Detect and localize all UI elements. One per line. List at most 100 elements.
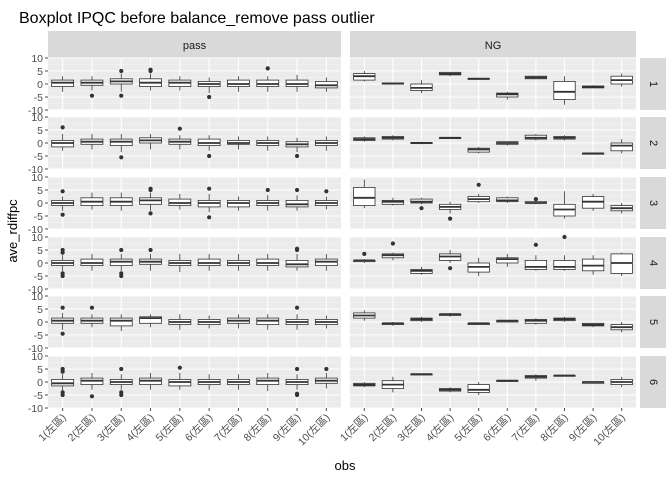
boxplot-ng-row3-obs3 — [410, 197, 433, 211]
x-tick-label: 2(左區) — [65, 411, 98, 444]
boxplot-pass-row1-obs10 — [314, 77, 338, 92]
row-strip-3 — [640, 177, 666, 229]
boxplot-ng-row1-obs7 — [524, 75, 548, 80]
boxplot-ng-row3-obs1 — [353, 179, 376, 209]
y-tick-label: 5 — [37, 304, 43, 316]
y-tick-label: 10 — [31, 172, 43, 184]
outlier-point — [119, 366, 124, 372]
boxplot-pass-row5-obs3 — [109, 314, 133, 332]
row-strip-4 — [640, 237, 666, 289]
outlier-point — [265, 66, 270, 71]
box-iqr — [467, 384, 490, 393]
outlier-point — [265, 187, 270, 193]
x-tick-label: 6(左區) — [182, 411, 215, 444]
outlier-point — [119, 68, 124, 74]
boxplot-ng-row6-obs5 — [467, 382, 490, 395]
y-tick-label: -10 — [28, 343, 43, 355]
boxplot-pass-row5-obs6 — [197, 315, 221, 329]
outlier-point — [476, 182, 481, 187]
boxplot-ng-row1-obs2 — [381, 82, 405, 85]
boxplot-pass-row3-obs4 — [139, 186, 162, 216]
boxplot-pass-row3-obs6 — [197, 186, 221, 220]
x-tick-label: 4(左區) — [124, 411, 157, 444]
x-tick-label: 3(左區) — [94, 411, 127, 444]
boxplot-ng-row1-obs6 — [496, 91, 519, 100]
boxplot-ng-row5-obs10 — [610, 322, 633, 333]
boxplot-ng-row4-obs2 — [381, 241, 405, 261]
outlier-point — [294, 366, 300, 372]
boxplot-pass-row6-obs6 — [197, 374, 221, 390]
boxplot-pass-row4-obs3 — [109, 247, 133, 279]
boxplot-pass-row1-obs6 — [197, 77, 221, 100]
boxplot-ng-row2-obs6 — [496, 141, 519, 146]
boxplot-pass-row2-obs5 — [168, 126, 192, 150]
outlier-point — [89, 93, 95, 98]
box-iqr — [139, 316, 162, 324]
boxplot-pass-row2-obs8 — [256, 136, 280, 151]
row-strip-label: 3 — [647, 200, 659, 206]
box-iqr — [109, 317, 133, 327]
y-tick-label: 10 — [31, 351, 43, 363]
y-tick-label: 5 — [37, 125, 43, 137]
boxplot-ng-row6-obs2 — [381, 376, 405, 393]
x-tick-label: 5(左區) — [153, 411, 186, 444]
boxplot-pass-row1-obs3 — [109, 68, 133, 98]
box-iqr — [553, 81, 576, 101]
outlier-point — [60, 189, 65, 194]
boxplot-pass-row6-obs4 — [139, 372, 162, 390]
boxplot-pass-row4-obs9 — [285, 246, 309, 271]
boxplot-ng-row4-obs1 — [353, 251, 376, 263]
y-tick-label: 5 — [37, 66, 43, 78]
boxplot-pass-row3-obs10 — [314, 189, 338, 210]
y-tick-label: 0 — [37, 198, 43, 210]
boxplot-ng-row5-obs8 — [553, 316, 576, 322]
outlier-point — [294, 246, 300, 251]
boxplot-pass-row6-obs1 — [51, 366, 75, 398]
boxplot-pass-row2-obs10 — [314, 136, 338, 151]
x-tick-label: 7(左區) — [211, 411, 244, 444]
boxplot-pass-row3-obs3 — [109, 192, 133, 211]
facet-strip-pass — [48, 31, 341, 58]
boxplot-ng-row4-obs7 — [524, 242, 548, 271]
boxplot-pass-row5-obs2 — [80, 305, 104, 328]
y-tick-label: 0 — [37, 317, 43, 329]
boxplot-pass-row1-obs8 — [256, 66, 280, 92]
boxplot-ng-row6-obs1 — [353, 382, 376, 388]
boxplot-pass-row5-obs9 — [285, 305, 309, 330]
boxplot-pass-row2-obs7 — [227, 136, 250, 150]
boxplot-ng-row2-obs8 — [553, 135, 576, 141]
row-strip-label: 5 — [647, 319, 659, 325]
boxplot-ng-row4-obs6 — [496, 253, 519, 267]
boxplot-ng-row5-obs7 — [524, 318, 548, 325]
outlier-point — [448, 266, 453, 271]
x-tick-label: 10(左區) — [295, 411, 332, 448]
boxplot-ng-row3-obs8 — [553, 191, 576, 219]
y-tick-label: -5 — [34, 271, 43, 283]
facet-strip-label: pass — [183, 40, 207, 52]
boxplot-ng-row2-obs3 — [410, 141, 433, 145]
boxplot-pass-row1-obs9 — [285, 74, 309, 92]
y-tick-label: 0 — [37, 377, 43, 389]
boxplot-pass-row4-obs7 — [227, 253, 250, 271]
row-strip-label: 4 — [647, 260, 659, 266]
outlier-point — [60, 392, 65, 398]
boxplot-ng-row2-obs10 — [610, 139, 633, 154]
outlier-point — [60, 247, 65, 253]
outlier-point — [533, 197, 539, 202]
boxplot-ng-row2-obs9 — [581, 152, 605, 155]
boxplot-ng-row6-obs9 — [581, 381, 605, 384]
boxplot-ng-row4-obs8 — [553, 234, 576, 271]
boxplot-ng-row2-obs5 — [467, 146, 490, 154]
y-tick-label: 10 — [31, 291, 43, 303]
outlier-point — [294, 305, 300, 310]
boxplot-pass-row4-obs8 — [256, 253, 280, 271]
y-tick-label: 10 — [31, 112, 43, 124]
y-tick-label: -5 — [34, 390, 43, 402]
boxplot-ng-row1-obs1 — [353, 71, 376, 82]
boxplot-pass-row5-obs1 — [51, 305, 75, 336]
boxplot-ng-row4-obs3 — [410, 266, 433, 275]
y-tick-label: -10 — [28, 403, 43, 415]
boxplot-pass-row5-obs4 — [139, 314, 162, 328]
boxplot-ng-row3-obs10 — [610, 203, 633, 214]
boxplot-pass-row5-obs7 — [227, 314, 250, 329]
